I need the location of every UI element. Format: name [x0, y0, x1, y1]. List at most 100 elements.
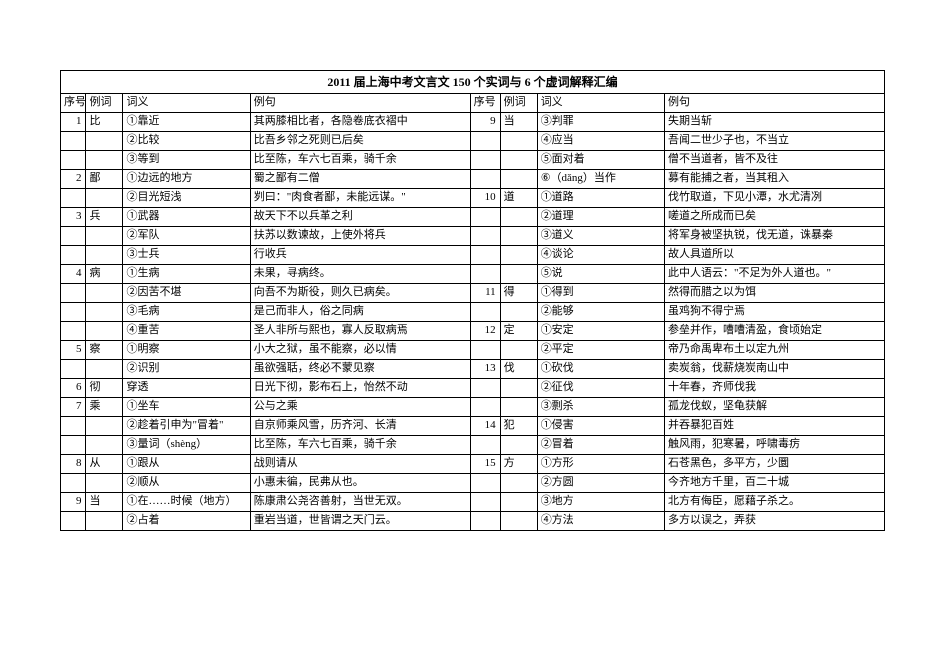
cell-example-left: 扶苏以数谏故，上使外将兵: [250, 227, 470, 246]
cell-meaning-left: ②军队: [123, 227, 250, 246]
table-row: ②占着重岩当道，世皆谓之天门云。④方法多方以误之，弄获: [61, 512, 885, 531]
table-row: ③等到比至陈，车六七百乘，骑千余 ⑤面对着僧不当道者，皆不及往: [61, 151, 885, 170]
cell-word-right: [500, 474, 537, 493]
table-row: ②顺从小惠未徧，民弗从也。②方圆今齐地方千里，百二十城: [61, 474, 885, 493]
cell-word-right: 当: [500, 113, 537, 132]
table-row: 2鄙①边远的地方蜀之鄙有二僧⑥（dǎng）当作募有能捕之者，当其租入: [61, 170, 885, 189]
cell-word-right: 道: [500, 189, 537, 208]
table-row: ②目光短浅刿曰："肉食者鄙，未能远谋。"10道①道路伐竹取道，下见小潭，水尤清冽: [61, 189, 885, 208]
cell-meaning-left: ①明察: [123, 341, 250, 360]
cell-word-right: [500, 303, 537, 322]
cell-meaning-right: ④谈论: [537, 246, 664, 265]
cell-meaning-right: ④应当: [537, 132, 664, 151]
cell-example-right: 然得而腊之以为饵: [664, 284, 884, 303]
cell-seq-left: [61, 227, 86, 246]
cell-meaning-right: ④方法: [537, 512, 664, 531]
cell-seq-right: 11: [470, 284, 500, 303]
cell-seq-left: [61, 360, 86, 379]
cell-seq-right: [470, 398, 500, 417]
cell-word-right: [500, 436, 537, 455]
cell-word-right: [500, 227, 537, 246]
cell-word-right: 得: [500, 284, 537, 303]
cell-word-left: [86, 436, 123, 455]
cell-meaning-left: ①在……时候（地方）: [123, 493, 250, 512]
cell-seq-right: [470, 341, 500, 360]
table-row: ②识别虽欲强聒，终必不蒙见察13伐①砍伐卖炭翁，伐薪烧炭南山中: [61, 360, 885, 379]
table-row: 6彻穿透日光下彻，影布石上，怡然不动②征伐十年春，齐师伐我: [61, 379, 885, 398]
cell-seq-right: [470, 512, 500, 531]
cell-meaning-left: ②目光短浅: [123, 189, 250, 208]
table-row: ③毛病是己而非人，俗之同病②能够虽鸡狗不得宁焉: [61, 303, 885, 322]
cell-meaning-left: ①靠近: [123, 113, 250, 132]
cell-example-left: 故天下不以兵革之利: [250, 208, 470, 227]
glossary-table: 2011 届上海中考文言文 150 个实词与 6 个虚词解释汇编 序号 例词 词…: [60, 70, 885, 531]
cell-word-right: [500, 398, 537, 417]
header-row: 序号 例词 词义 例句 序号 例词 词义 例句: [61, 94, 885, 113]
cell-meaning-right: ⑥（dǎng）当作: [537, 170, 664, 189]
cell-meaning-left: ②占着: [123, 512, 250, 531]
cell-example-right: 触风雨，犯寒暑，呼啸毒疠: [664, 436, 884, 455]
cell-example-right: 伐竹取道，下见小潭，水尤清冽: [664, 189, 884, 208]
cell-example-left: 圣人非所与熙也，寡人反取病焉: [250, 322, 470, 341]
cell-word-right: [500, 379, 537, 398]
cell-seq-right: 9: [470, 113, 500, 132]
cell-word-left: 察: [86, 341, 123, 360]
cell-seq-right: 14: [470, 417, 500, 436]
cell-word-left: [86, 246, 123, 265]
table-row: 5察①明察小大之狱，虽不能察，必以情②平定帝乃命禹卑布土以定九州: [61, 341, 885, 360]
cell-seq-right: 12: [470, 322, 500, 341]
cell-example-left: 其两膝相比者，各隐卷底衣褶中: [250, 113, 470, 132]
cell-example-right: 参垒并作，嘈嘈清盈，食顷始定: [664, 322, 884, 341]
cell-meaning-right: ②道理: [537, 208, 664, 227]
cell-meaning-left: ③士兵: [123, 246, 250, 265]
cell-word-right: [500, 208, 537, 227]
cell-word-left: [86, 322, 123, 341]
cell-meaning-right: ①安定: [537, 322, 664, 341]
cell-seq-right: [470, 436, 500, 455]
table-row: 1比①靠近其两膝相比者，各隐卷底衣褶中9当③判罪失期当斩: [61, 113, 885, 132]
cell-seq-right: [470, 493, 500, 512]
cell-seq-right: 10: [470, 189, 500, 208]
col-word-left: 例词: [86, 94, 123, 113]
cell-seq-right: [470, 379, 500, 398]
cell-word-right: [500, 341, 537, 360]
cell-word-left: [86, 227, 123, 246]
cell-example-right: 孤龙伐蚁，坚龟获解: [664, 398, 884, 417]
cell-example-right: 十年春，齐师伐我: [664, 379, 884, 398]
title-row: 2011 届上海中考文言文 150 个实词与 6 个虚词解释汇编: [61, 71, 885, 94]
cell-example-right: 僧不当道者，皆不及往: [664, 151, 884, 170]
cell-example-right: 石苍黑色，多平方，少圜: [664, 455, 884, 474]
cell-example-left: 陈康肃公尧咨善射，当世无双。: [250, 493, 470, 512]
cell-seq-left: 7: [61, 398, 86, 417]
cell-example-right: 今齐地方千里，百二十城: [664, 474, 884, 493]
cell-word-left: 彻: [86, 379, 123, 398]
table-row: 7乘①坐车公与之乘③剽杀孤龙伐蚁，坚龟获解: [61, 398, 885, 417]
cell-meaning-right: ⑤面对着: [537, 151, 664, 170]
cell-word-right: [500, 170, 537, 189]
cell-meaning-left: ①边远的地方: [123, 170, 250, 189]
col-seq-right: 序号: [470, 94, 500, 113]
table-row: 4病①生病未果，寻病终。⑤说此中人语云："不足为外人道也。": [61, 265, 885, 284]
cell-meaning-left: ②趁着引申为"冒着": [123, 417, 250, 436]
cell-example-right: 卖炭翁，伐薪烧炭南山中: [664, 360, 884, 379]
cell-example-left: 小大之狱，虽不能察，必以情: [250, 341, 470, 360]
cell-example-left: 重岩当道，世皆谓之天门云。: [250, 512, 470, 531]
cell-seq-left: [61, 151, 86, 170]
cell-example-left: 比至陈，车六七百乘，骑千余: [250, 151, 470, 170]
cell-word-left: [86, 303, 123, 322]
cell-meaning-right: ②征伐: [537, 379, 664, 398]
cell-seq-left: 8: [61, 455, 86, 474]
cell-meaning-left: ③量词（shèng）: [123, 436, 250, 455]
cell-example-left: 蜀之鄙有二僧: [250, 170, 470, 189]
cell-meaning-right: ②冒着: [537, 436, 664, 455]
cell-seq-left: 5: [61, 341, 86, 360]
cell-seq-left: [61, 474, 86, 493]
cell-word-left: [86, 151, 123, 170]
cell-meaning-left: ③毛病: [123, 303, 250, 322]
cell-seq-right: [470, 474, 500, 493]
cell-seq-left: [61, 189, 86, 208]
cell-example-right: 此中人语云："不足为外人道也。": [664, 265, 884, 284]
table-row: ②军队扶苏以数谏故，上使外将兵③道义将军身被坚执锐，伐无道，诛暴秦: [61, 227, 885, 246]
cell-word-left: 鄙: [86, 170, 123, 189]
cell-meaning-left: ③等到: [123, 151, 250, 170]
